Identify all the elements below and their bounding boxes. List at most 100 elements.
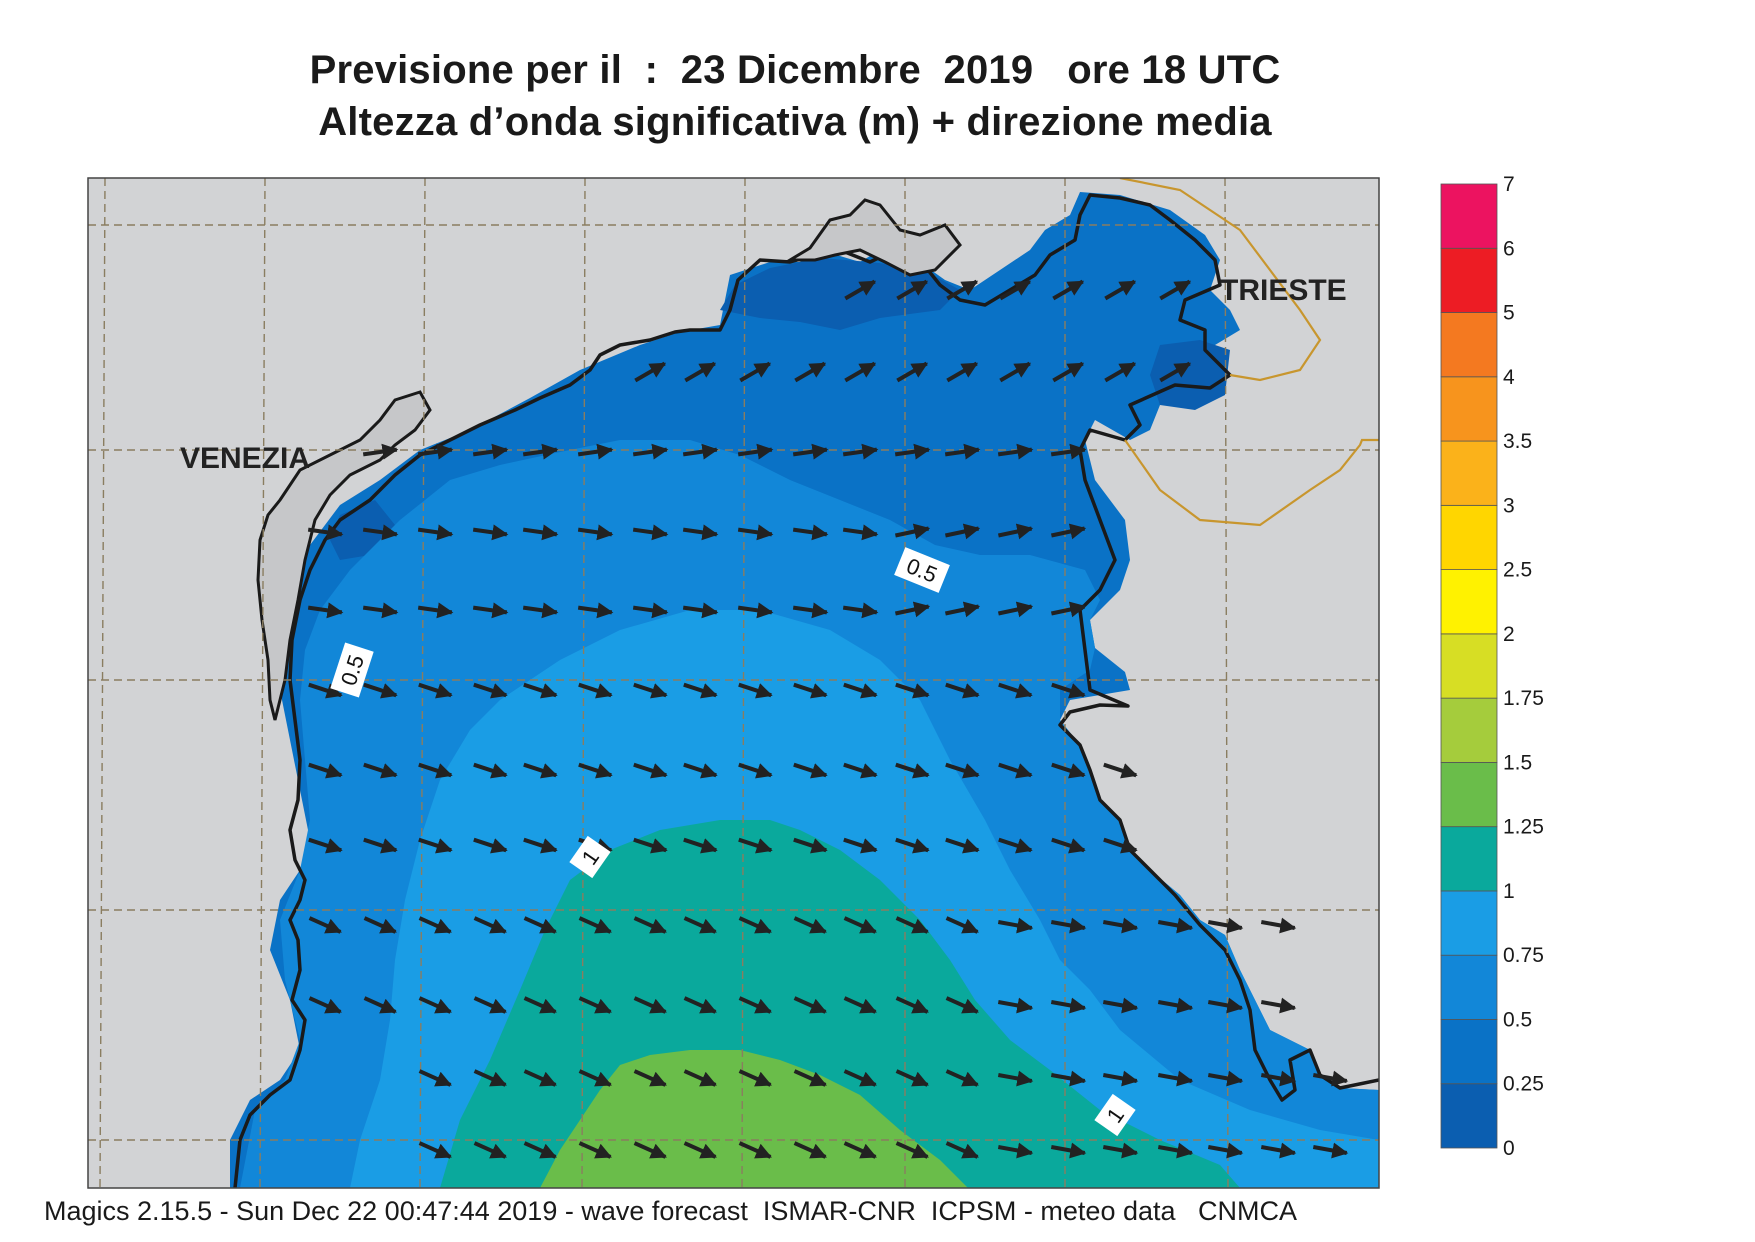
wave-arrow (633, 682, 668, 699)
wave-arrow (633, 996, 667, 1014)
wave-arrow (997, 523, 1034, 540)
wave-arrow (523, 1141, 557, 1159)
colorbar-swatch (1440, 697, 1498, 763)
wave-arrow (362, 443, 399, 460)
wave-arrow (307, 524, 344, 541)
colorbar-swatch (1440, 183, 1498, 249)
wave-arrow (792, 524, 829, 541)
wave-arrow (578, 996, 612, 1014)
wave-arrow (363, 996, 397, 1014)
wave-arrow (844, 279, 877, 301)
colorbar-tick-label: 2 (1503, 623, 1515, 646)
wave-arrow (1157, 1070, 1194, 1087)
wave-arrow (997, 1142, 1034, 1159)
wave-arrow (473, 1069, 507, 1087)
wave-arrow (1103, 762, 1138, 779)
colorbar-swatch (1440, 890, 1498, 956)
wave-arrow (1207, 1142, 1244, 1159)
wave-arrow (682, 443, 719, 460)
wave-arrow (999, 279, 1032, 301)
wave-arrow (895, 916, 929, 934)
wave-arrow (842, 602, 879, 619)
wave-arrow (1103, 837, 1138, 854)
wave-arrow (737, 602, 774, 619)
sea-band-0-north (720, 258, 960, 330)
wave-arrow (793, 682, 828, 699)
colorbar-tick-label: 3.5 (1503, 430, 1532, 453)
wave-arrow (843, 1069, 877, 1087)
wave-arrow (894, 443, 931, 460)
wave-arrow (308, 837, 343, 854)
wave-arrow (1260, 917, 1297, 934)
wave-arrow (633, 1069, 667, 1087)
colorbar: 0 0.25 0.5 0.75 1 1.25 1.5 1.75 2 2.5 3 3.5 4 5 6 7 (1440, 173, 1544, 1160)
wave-arrow (895, 996, 929, 1014)
wave-arrow (998, 762, 1033, 779)
wave-arrow (1104, 279, 1137, 301)
wave-arrow (418, 762, 453, 779)
wave-arrow (945, 682, 980, 699)
wave-arrow (895, 1141, 929, 1159)
wave-arrow (633, 1141, 667, 1159)
wave-arrow (308, 996, 342, 1014)
wave-arrow (578, 916, 612, 934)
wave-arrow (418, 837, 453, 854)
wave-arrow (632, 524, 669, 541)
wave-arrow (793, 762, 828, 779)
colorbar-tick-label: 6 (1503, 237, 1515, 260)
wave-arrow (417, 524, 454, 541)
wave-arrow (362, 524, 399, 541)
wave-arrow (737, 443, 774, 460)
wave-arrow (473, 916, 507, 934)
wave-arrow (683, 1141, 717, 1159)
wave-arrow (1052, 361, 1085, 383)
wave-arrow (363, 916, 397, 934)
wave-arrow (895, 762, 930, 779)
colorbar-tick-label: 0 (1503, 1137, 1515, 1160)
contour-label-1-east: 1 (1094, 1093, 1136, 1137)
title-line-1: Previsione per il : 23 Dicembre 2019 ore… (309, 48, 1281, 92)
wave-arrow (578, 762, 613, 779)
wave-arrow (1312, 1142, 1349, 1159)
colorbar-tick-label: 7 (1503, 173, 1515, 196)
wave-arrow (843, 682, 878, 699)
wave-arrow (1157, 997, 1194, 1014)
wave-arrow (682, 524, 719, 541)
wave-arrow (944, 443, 981, 460)
wave-arrow (793, 916, 827, 934)
wave-arrow (997, 443, 1034, 460)
wave-arrow (523, 837, 558, 854)
wave-arrow (738, 1141, 772, 1159)
wave-arrow (843, 996, 877, 1014)
wave-arrow (793, 837, 828, 854)
wave-arrow (473, 682, 508, 699)
border-line (1119, 178, 1379, 527)
wave-direction-arrows (307, 279, 1349, 1159)
wave-arrow (633, 837, 668, 854)
colorbar-tick-label: 4 (1503, 366, 1515, 389)
wave-arrow (793, 996, 827, 1014)
colorbar-swatch (1440, 1019, 1498, 1085)
wave-arrow (683, 762, 718, 779)
wave-arrow (522, 443, 559, 460)
wave-arrow (738, 682, 773, 699)
wave-arrow (738, 837, 773, 854)
wave-arrow (473, 1141, 507, 1159)
wave-arrow (1207, 997, 1244, 1014)
wave-arrow (683, 682, 718, 699)
wave-arrow (577, 524, 614, 541)
wave-arrow (472, 602, 509, 619)
wave-arrow (997, 917, 1034, 934)
title-line-2: Altezza d’onda significativa (m) + direz… (318, 100, 1272, 144)
wave-arrow (793, 1141, 827, 1159)
colorbar-swatch (1440, 247, 1498, 313)
wave-arrow (739, 361, 772, 383)
wave-arrow (1260, 997, 1297, 1014)
wave-arrow (896, 279, 929, 301)
colorbar-tick-label: 0.75 (1503, 944, 1544, 967)
wave-arrow (896, 361, 929, 383)
wave-arrow (418, 1069, 452, 1087)
wave-arrow (1050, 1142, 1087, 1159)
city-label-venezia: VENEZIA (180, 442, 310, 475)
